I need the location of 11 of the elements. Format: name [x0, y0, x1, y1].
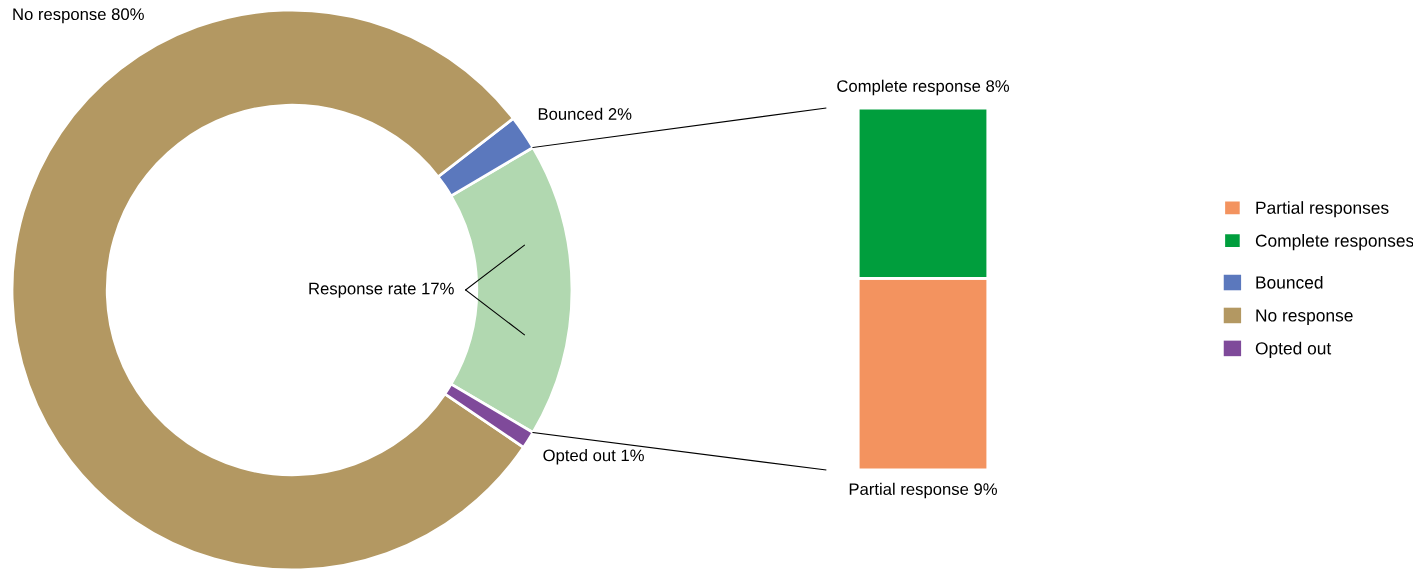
- data-label: Complete response 8%: [837, 79, 1010, 96]
- data-label: Response rate 17%: [309, 282, 454, 298]
- legend-label: No response: [1256, 309, 1353, 326]
- legend-label: Opted out: [1255, 341, 1332, 358]
- data-label: No response 80%: [13, 8, 144, 24]
- data-label: Partial response 9%: [849, 482, 997, 499]
- data-label: Opted out 1%: [543, 449, 644, 465]
- legend-label: Complete responses: [1255, 234, 1413, 251]
- legend-label: Bounced: [1256, 275, 1323, 289]
- legend-label: Partial responses: [1256, 201, 1389, 218]
- data-label: Bounced 2%: [538, 107, 632, 120]
